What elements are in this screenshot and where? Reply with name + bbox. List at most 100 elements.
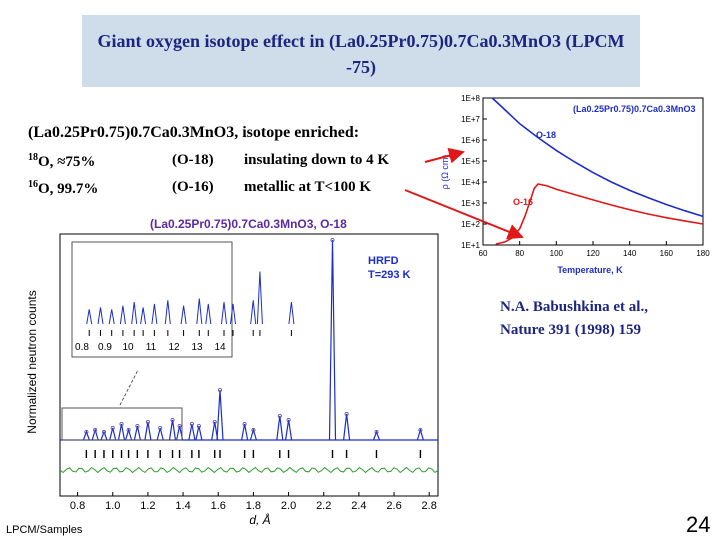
inset-x-ticks: 0.8 0.9 10 11 12 13 14	[75, 342, 226, 353]
observed-point	[374, 429, 379, 434]
series-label-o16: O-16	[513, 197, 533, 207]
inset-peak	[119, 305, 126, 325]
inset-x-tick-label: 10	[122, 342, 134, 353]
x-tick-label: 2.0	[281, 500, 296, 512]
isotope-behavior: metallic at T<100 K	[244, 179, 372, 195]
inset-peak	[151, 303, 158, 325]
difference-line	[59, 466, 439, 474]
observed-point	[102, 429, 107, 434]
inset-frame	[71, 241, 233, 358]
y-tick-label: 1E+3	[461, 199, 480, 208]
observed-point	[286, 417, 291, 422]
isotope-row-o16: 16O, 99.7%	[28, 179, 98, 198]
x-tick-label: 140	[623, 249, 637, 258]
compound-line: (La0.25Pr0.75)0.7Ca0.3MnO3, isotope enri…	[28, 124, 360, 141]
isotope-behavior: insulating down to 4 K	[244, 152, 390, 168]
series-line-o-18	[491, 97, 704, 218]
observed-point	[217, 387, 222, 392]
fit-peak	[343, 413, 351, 441]
y-tick-label: 1E+1	[461, 241, 480, 250]
x-tick-label: 160	[660, 249, 674, 258]
reference: N.A. Babushkina et al., Nature 391 (1998…	[500, 296, 648, 342]
observed-point	[145, 419, 150, 424]
zoom-region	[61, 407, 183, 441]
inset-peak	[288, 302, 295, 325]
inset-peak	[230, 303, 236, 325]
x-tick-label: 180	[696, 249, 710, 258]
fit-peak	[100, 430, 108, 441]
observed-point	[84, 429, 89, 434]
fit-peak	[91, 427, 99, 441]
series-label-o18: O-18	[536, 130, 556, 140]
isotope-mass: 18	[28, 152, 38, 163]
isotope-mass: 16	[28, 179, 38, 190]
inset-x-tick-label: 12	[168, 342, 180, 353]
isotope-label: (O-18)	[172, 152, 214, 168]
x-tick-label: 2.6	[386, 500, 401, 512]
footer-label: LPCM/Samples	[6, 524, 83, 536]
isotope-label: (O-16)	[172, 179, 214, 195]
observed-point	[119, 421, 124, 426]
x-tick-label: 2.8	[422, 500, 437, 512]
annotation-instrument: HRFD	[368, 255, 399, 267]
observed-point	[158, 425, 163, 430]
x-tick-label: 1.2	[140, 500, 155, 512]
inset-peak	[86, 309, 93, 325]
bragg-ticks	[85, 450, 422, 458]
isotope-row-o18: 18O, ≈75%	[28, 152, 95, 171]
fit-peak	[241, 423, 249, 441]
observed-point	[126, 427, 131, 432]
fit-peak	[168, 419, 177, 441]
observed-point	[251, 427, 256, 432]
observed-point	[93, 427, 98, 432]
y-tick-label: 1E+8	[461, 94, 480, 103]
inset-pattern	[86, 271, 295, 336]
fit-peak	[285, 419, 293, 441]
inset-peak	[97, 307, 104, 325]
fit-peak	[117, 423, 126, 441]
fit-peak	[133, 425, 141, 441]
annotation-temperature: T=293 K	[368, 269, 411, 281]
inset-peak	[256, 271, 263, 325]
y-tick-label: 1E+2	[461, 220, 480, 229]
observed-point	[196, 423, 201, 428]
enrichment-value: ≈75%	[57, 154, 96, 170]
inset-x-tick-label: 0.8	[75, 342, 89, 353]
x-tick-label: 1.0	[105, 500, 120, 512]
x-tick-label: 120	[586, 249, 600, 258]
observed-point	[177, 423, 182, 428]
x-tick-label: 60	[479, 249, 488, 258]
fit-peak	[328, 239, 337, 441]
inset-peak	[108, 309, 115, 325]
x-tick-label: 80	[515, 249, 524, 258]
fit-peak	[188, 423, 196, 441]
x-tick-label: 100	[550, 249, 564, 258]
inset-peak	[196, 298, 203, 325]
enrichment-value: 99.7%	[57, 181, 99, 197]
arrow-insulating	[424, 147, 465, 164]
observed-point	[212, 419, 217, 424]
chart-title: (La0.25Pr0.75)0.7Ca0.3MnO3	[573, 104, 696, 114]
fit-peak	[156, 427, 164, 441]
fit-peak	[211, 421, 219, 441]
inset-x-tick-label: 14	[214, 342, 226, 353]
observed-point	[135, 423, 140, 428]
diffraction-y-label: Normalized neutron counts	[25, 290, 39, 433]
observed-point	[330, 237, 335, 242]
y-tick-label: 1E+4	[461, 178, 480, 187]
arrow-metallic	[404, 189, 524, 240]
x-tick-label: 2.4	[351, 500, 366, 512]
x-tick-label: 2.2	[316, 500, 331, 512]
fit-peak	[249, 427, 257, 441]
title-banner	[82, 15, 640, 87]
observed-point	[189, 421, 194, 426]
fit-peak	[125, 427, 133, 441]
inset-x-tick-label: 11	[146, 342, 157, 353]
isotope-element: O,	[38, 154, 54, 170]
x-tick-label: 1.4	[175, 500, 190, 512]
inset-peak	[131, 302, 138, 325]
diffraction-chart: (La0.25Pr0.75)0.7Ca0.3MnO3, O-18 HRFD T=…	[25, 217, 439, 527]
inset-peak	[140, 307, 147, 325]
x-ticks: 60 80 100 120 140 160 180	[479, 241, 710, 258]
